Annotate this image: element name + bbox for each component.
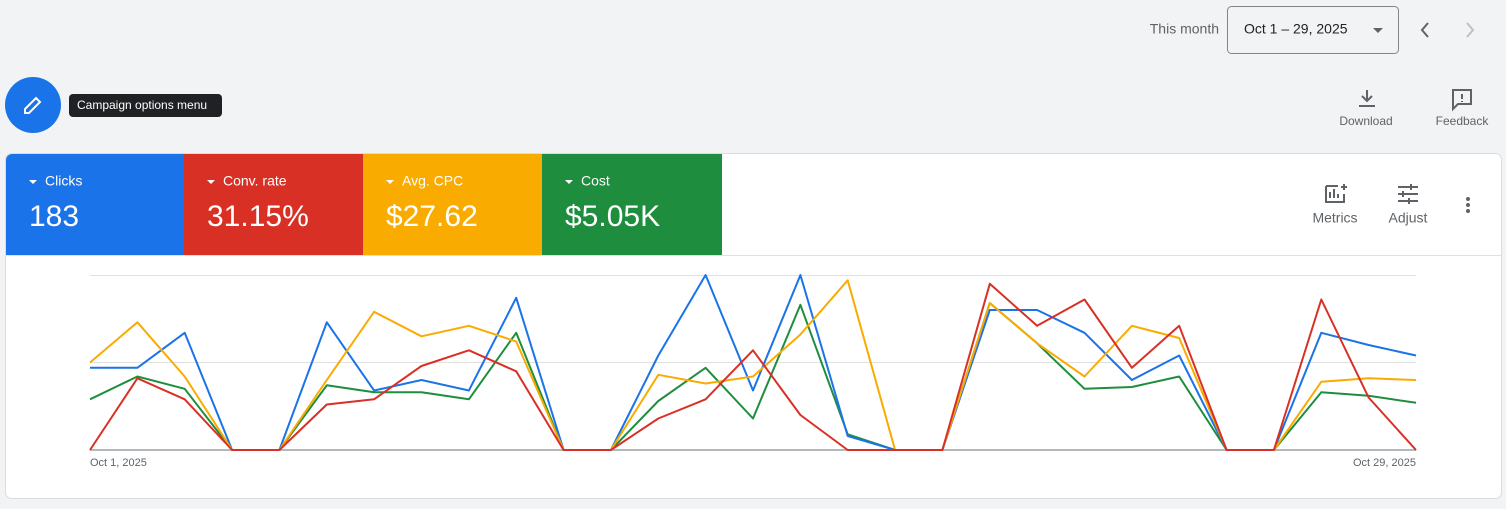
tooltip-box	[69, 94, 222, 117]
scorecard-value: 183	[29, 200, 79, 233]
scorecard-name: Clicks	[45, 173, 82, 189]
period-label: This month	[1150, 21, 1219, 37]
series-line	[89, 302, 1417, 451]
metrics-button[interactable]: Metrics	[1312, 184, 1358, 226]
dropdown-box	[1227, 6, 1399, 54]
download-button[interactable]: Download	[1339, 90, 1393, 128]
scorecard-name: Conv. rate	[223, 173, 287, 189]
scorecard[interactable]: Conv. rate 31.15%	[184, 154, 363, 255]
x-tick-label: Oct 1, 2025	[90, 457, 147, 469]
dot	[1466, 203, 1470, 207]
scorecard-arrow	[29, 180, 37, 184]
adjust-label: Adjust	[1389, 210, 1428, 226]
date-range: Oct 1 – 29, 2025	[1244, 21, 1348, 37]
scorecard[interactable]: Clicks 183	[6, 154, 184, 255]
dropdown-arrow	[1373, 28, 1383, 33]
tooltip: Campaign options menu	[77, 98, 207, 112]
scorecard-bg	[542, 154, 722, 255]
fab[interactable]	[5, 77, 61, 133]
metrics-label: Metrics	[1312, 210, 1357, 226]
scorecard-value: $5.05K	[565, 200, 660, 233]
scorecard[interactable]: Cost $5.05K	[542, 154, 722, 255]
adjust-icon	[1398, 184, 1418, 204]
pencil-icon	[24, 96, 42, 114]
date-dropdown[interactable]: Oct 1 – 29, 2025	[1227, 6, 1399, 54]
next-button[interactable]	[1466, 22, 1475, 38]
scorecard-arrow	[386, 180, 394, 184]
scorecard-name: Avg. CPC	[402, 173, 463, 189]
dot	[1466, 197, 1470, 201]
series-line	[90, 274, 1417, 451]
adjust-button[interactable]: Adjust	[1389, 184, 1428, 226]
scorecard-arrow	[207, 180, 215, 184]
download-label: Download	[1339, 114, 1392, 128]
scorecard-arrow	[565, 180, 573, 184]
fab-circle	[5, 77, 61, 133]
dot	[1466, 209, 1470, 213]
scorecard-name: Cost	[581, 173, 610, 189]
scorecard-bg	[6, 154, 184, 255]
download-icon	[1359, 90, 1375, 107]
scorecards: Clicks 183 Conv. rate 31.15% Avg. CPC $27.62 C…	[6, 154, 722, 255]
series-line	[89, 282, 1417, 451]
scorecard-bg	[363, 154, 542, 255]
scorecard-value: 31.15%	[207, 200, 309, 233]
metrics-icon	[1325, 184, 1347, 203]
x-tick-label: Oct 29, 2025	[1353, 457, 1416, 469]
scorecard-bg	[184, 154, 363, 255]
series-line	[89, 279, 1417, 451]
more-button[interactable]	[1466, 197, 1470, 213]
scorecard[interactable]: Avg. CPC $27.62	[363, 154, 542, 255]
feedback-label: Feedback	[1436, 114, 1490, 128]
plot: Oct 1, 2025 Oct 29, 2025	[89, 274, 1417, 469]
feedback-button[interactable]: Feedback	[1436, 89, 1490, 128]
scorecard-value: $27.62	[386, 200, 478, 233]
feedback-icon	[1452, 89, 1472, 112]
prev-button[interactable]	[1420, 22, 1429, 38]
